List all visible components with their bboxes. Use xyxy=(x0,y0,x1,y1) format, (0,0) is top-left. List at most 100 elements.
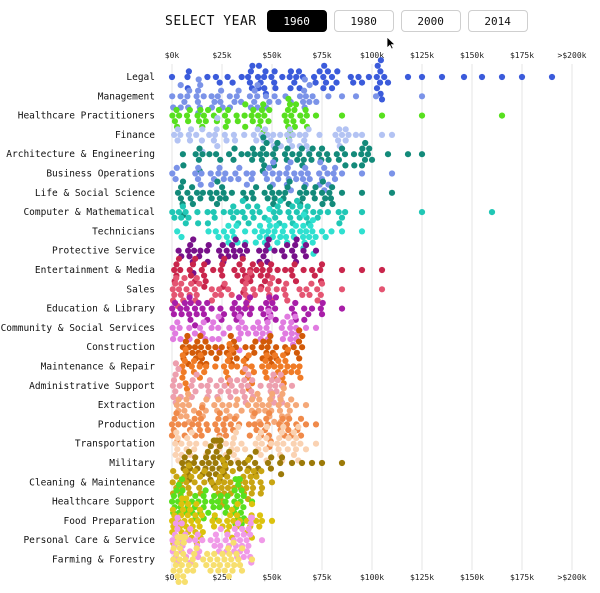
salary-dot[interactable] xyxy=(196,506,203,513)
salary-dot[interactable] xyxy=(256,209,263,216)
salary-dot[interactable] xyxy=(178,184,185,191)
salary-dot[interactable] xyxy=(212,291,219,298)
salary-dot[interactable] xyxy=(269,299,276,307)
salary-dot[interactable] xyxy=(347,73,354,81)
salary-dot[interactable] xyxy=(299,195,306,202)
salary-dot[interactable] xyxy=(194,176,202,183)
salary-dot[interactable] xyxy=(202,498,209,505)
salary-dot[interactable] xyxy=(258,261,265,268)
salary-dot[interactable] xyxy=(257,479,264,486)
salary-dot[interactable] xyxy=(233,222,240,229)
salary-dot[interactable] xyxy=(247,473,254,480)
salary-dot[interactable] xyxy=(190,407,198,414)
salary-dot[interactable] xyxy=(291,261,298,268)
salary-dot[interactable] xyxy=(317,209,324,216)
salary-dot[interactable] xyxy=(180,162,187,169)
salary-dot[interactable] xyxy=(342,162,349,169)
salary-dot[interactable] xyxy=(229,440,236,447)
salary-dot[interactable] xyxy=(190,236,197,243)
salary-dot[interactable] xyxy=(253,473,260,480)
salary-dot[interactable] xyxy=(243,548,250,555)
salary-dot[interactable] xyxy=(231,266,238,274)
salary-dot[interactable] xyxy=(338,112,346,119)
salary-dot[interactable] xyxy=(197,82,204,89)
salary-dot[interactable] xyxy=(275,278,282,285)
salary-dot[interactable] xyxy=(314,214,321,221)
salary-dot[interactable] xyxy=(235,87,242,94)
salary-dot[interactable] xyxy=(277,459,284,467)
salary-dot[interactable] xyxy=(210,454,217,461)
salary-dot[interactable] xyxy=(197,332,204,340)
salary-dot[interactable] xyxy=(241,393,248,401)
salary-dot[interactable] xyxy=(250,468,257,475)
salary-dot[interactable] xyxy=(288,369,295,376)
salary-dot[interactable] xyxy=(183,305,190,312)
salary-dot[interactable] xyxy=(226,324,233,331)
salary-dot[interactable] xyxy=(478,73,486,81)
salary-dot[interactable] xyxy=(197,106,204,114)
salary-dot[interactable] xyxy=(338,131,346,138)
salary-dot[interactable] xyxy=(266,410,273,417)
salary-dot[interactable] xyxy=(286,73,293,81)
salary-dot[interactable] xyxy=(228,556,235,563)
salary-dot[interactable] xyxy=(250,106,257,114)
salary-dot[interactable] xyxy=(174,525,181,533)
salary-dot[interactable] xyxy=(293,236,300,243)
salary-dot[interactable] xyxy=(249,170,256,177)
salary-dot[interactable] xyxy=(181,299,188,307)
salary-dot[interactable] xyxy=(268,377,275,384)
salary-dot[interactable] xyxy=(263,352,270,359)
salary-dot[interactable] xyxy=(173,106,180,114)
salary-dot[interactable] xyxy=(234,363,241,370)
salary-dot[interactable] xyxy=(214,426,221,434)
salary-dot[interactable] xyxy=(307,222,314,229)
salary-dot[interactable] xyxy=(187,299,194,307)
salary-dot[interactable] xyxy=(350,79,357,86)
salary-dot[interactable] xyxy=(188,473,195,480)
salary-dot[interactable] xyxy=(358,209,366,216)
salary-dot[interactable] xyxy=(194,517,202,525)
salary-dot[interactable] xyxy=(215,396,222,403)
salary-dot[interactable] xyxy=(233,550,240,558)
salary-dot[interactable] xyxy=(227,393,234,401)
salary-dot[interactable] xyxy=(245,456,252,463)
salary-dot[interactable] xyxy=(210,504,217,511)
salary-dot[interactable] xyxy=(221,556,228,563)
salary-dot[interactable] xyxy=(278,454,286,461)
salary-dot[interactable] xyxy=(179,506,187,513)
salary-dot[interactable] xyxy=(251,151,258,158)
salary-dot[interactable] xyxy=(272,316,279,323)
salary-dot[interactable] xyxy=(174,573,181,580)
salary-dot[interactable] xyxy=(271,228,278,235)
salary-dot[interactable] xyxy=(191,446,198,453)
salary-dot[interactable] xyxy=(224,73,231,81)
salary-dot[interactable] xyxy=(259,228,266,235)
salary-dot[interactable] xyxy=(259,330,266,337)
salary-dot[interactable] xyxy=(188,280,195,287)
salary-dot[interactable] xyxy=(265,217,272,224)
salary-dot[interactable] xyxy=(189,184,196,191)
salary-dot[interactable] xyxy=(362,139,369,147)
salary-dot[interactable] xyxy=(290,118,297,125)
salary-dot[interactable] xyxy=(257,382,264,389)
salary-dot[interactable] xyxy=(324,151,331,158)
salary-dot[interactable] xyxy=(221,382,228,389)
salary-dot[interactable] xyxy=(230,203,237,210)
salary-dot[interactable] xyxy=(182,346,189,353)
salary-dot[interactable] xyxy=(274,377,281,384)
salary-dot[interactable] xyxy=(219,468,226,475)
salary-dot[interactable] xyxy=(194,98,201,105)
salary-dot[interactable] xyxy=(215,336,222,343)
salary-dot[interactable] xyxy=(186,294,193,301)
salary-dot[interactable] xyxy=(302,402,310,409)
salary-dot[interactable] xyxy=(376,79,384,86)
salary-dot[interactable] xyxy=(338,305,346,312)
salary-dot[interactable] xyxy=(273,286,280,293)
salary-dot[interactable] xyxy=(303,228,310,235)
salary-dot[interactable] xyxy=(208,305,215,312)
salary-dot[interactable] xyxy=(278,324,285,331)
salary-dot[interactable] xyxy=(198,432,205,439)
salary-dot[interactable] xyxy=(208,195,215,202)
salary-dot[interactable] xyxy=(231,145,238,152)
salary-dot[interactable] xyxy=(234,272,241,279)
